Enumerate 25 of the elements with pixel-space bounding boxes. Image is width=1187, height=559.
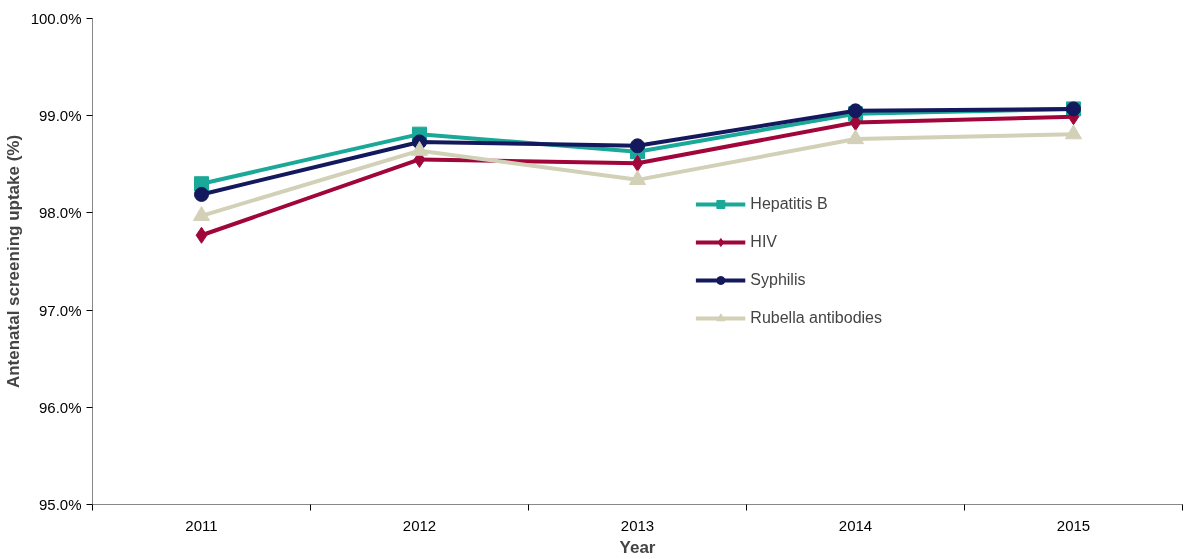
legend-label: Hepatitis B: [750, 195, 828, 213]
legend-label: Rubella antibodies: [750, 309, 882, 327]
point: [630, 138, 645, 154]
point: [631, 154, 644, 172]
legend-label: HIV: [750, 233, 778, 251]
point: [193, 206, 210, 221]
point: [195, 226, 208, 244]
point: [847, 129, 864, 145]
point: [629, 170, 646, 185]
y-axis-title: Antenatal screening uptake (%): [3, 134, 23, 389]
y-tick-label: 99.0%: [38, 107, 82, 125]
point: [1065, 124, 1082, 140]
x-tick-label: 2011: [185, 516, 218, 534]
y-tick-label: 97.0%: [38, 301, 82, 319]
x-tick-label: 2012: [402, 516, 437, 534]
y-tick-label: 96.0%: [38, 398, 82, 416]
x-tick-label: 2014: [838, 516, 873, 534]
x-axis-title: Year: [619, 537, 656, 557]
y-tick-label: 98.0%: [38, 204, 82, 222]
y-tick-label: 100.0%: [30, 10, 82, 27]
point: [194, 186, 209, 202]
x-tick-label: 2015: [1056, 516, 1091, 534]
legend-label: Syphilis: [750, 271, 806, 289]
x-tick-label: 2013: [620, 516, 655, 534]
y-tick-label: 95.0%: [38, 496, 82, 513]
